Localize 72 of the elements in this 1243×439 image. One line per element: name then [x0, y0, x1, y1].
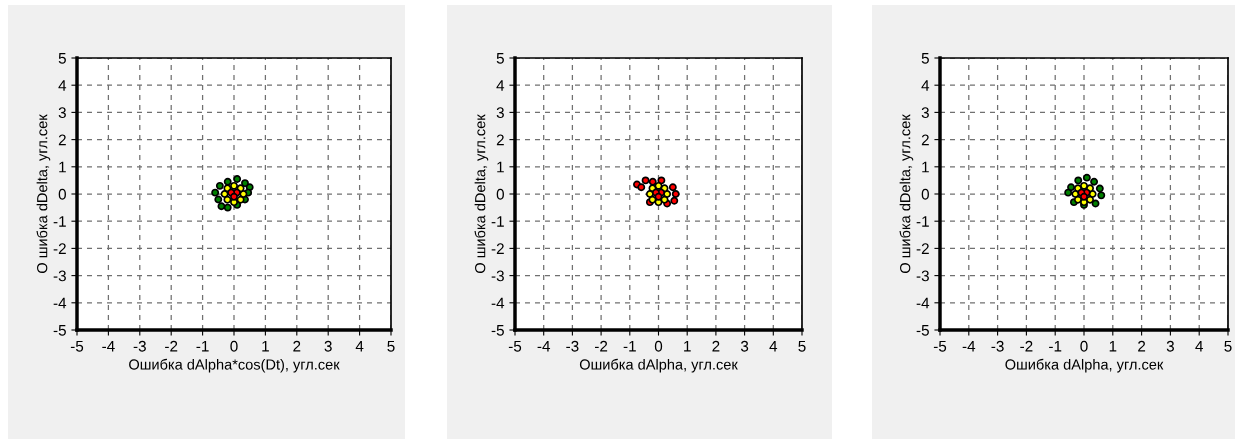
x-tick-label: 3: [740, 340, 749, 352]
y-tick-label: 4: [496, 80, 505, 91]
y-tick-label: 5: [921, 53, 929, 64]
x-tick-label: -4: [537, 340, 551, 352]
x-tick-label: -2: [594, 340, 608, 352]
y-tick-label: 2: [58, 134, 66, 146]
x-tick-label: -4: [102, 340, 115, 352]
y-tick-label: 3: [496, 107, 504, 119]
x-tick-label: -2: [165, 340, 178, 352]
x-tick-label: 0: [230, 340, 238, 352]
y-tick-label: 3: [921, 107, 929, 119]
y-axis-title: О шибка dDelta, угл.сек: [36, 114, 51, 273]
x-tick-label: -5: [508, 340, 522, 352]
x-tick-label: 2: [1138, 340, 1146, 352]
x-tick-label: 2: [293, 340, 301, 352]
y-tick-label: -3: [491, 270, 504, 282]
x-tick-label: -3: [991, 340, 1004, 352]
y-tick-label: 0: [496, 188, 504, 200]
x-tick-label: 2: [712, 340, 720, 352]
x-axis-title: Ошибка dAlpha, угл.сек: [579, 358, 738, 373]
x-tick-label: 1: [262, 340, 269, 352]
y-tick-label: 3: [58, 107, 66, 119]
x-tick-label: 1: [1109, 340, 1117, 352]
y-tick-label: 1: [922, 161, 929, 173]
x-tick-label: 5: [1224, 340, 1232, 352]
y-axis-title: О шибка dDelta, угл.сек: [899, 114, 914, 273]
x-tick-label: 5: [798, 340, 806, 352]
x-axis-title: Ошибка dAlpha*cos(Dt), угл.сек: [129, 358, 340, 373]
x-tick-label: -1: [1049, 340, 1062, 352]
x-tick-label: 0: [1080, 340, 1088, 352]
y-tick-label: 1: [497, 161, 504, 173]
y-tick-label: 0: [58, 188, 66, 200]
y-tick-label: -4: [53, 297, 67, 309]
y-tick-label: -1: [916, 216, 929, 227]
y-tick-label: 5: [58, 53, 66, 64]
x-tick-label: -5: [70, 340, 84, 352]
y-tick-label: 4: [58, 80, 67, 91]
x-tick-label: -2: [1020, 340, 1033, 352]
y-tick-label: -5: [491, 325, 504, 336]
y-tick-label: -1: [491, 216, 504, 227]
x-axis-title: Ошибка dAlpha, угл.сек: [1005, 358, 1164, 373]
y-tick-label: -3: [916, 270, 929, 282]
y-tick-label: -4: [491, 297, 505, 309]
x-tick-label: -3: [133, 340, 146, 352]
x-tick-label: -3: [566, 340, 579, 352]
y-tick-label: 0: [921, 188, 929, 200]
y-tick-label: -2: [53, 243, 66, 254]
x-tick-label: -5: [933, 340, 947, 352]
x-tick-label: 5: [387, 340, 395, 352]
y-tick-label: 2: [496, 134, 504, 146]
y-axis-title: О шибка dDelta, угл.сек: [474, 114, 489, 273]
x-tick-label: 4: [1195, 340, 1203, 352]
x-tick-label: 4: [769, 340, 778, 352]
x-tick-label: -1: [196, 340, 209, 352]
x-tick-label: 3: [1166, 340, 1174, 352]
y-tick-label: 4: [921, 80, 930, 91]
y-tick-label: -4: [916, 297, 930, 309]
y-tick-label: -3: [53, 270, 66, 282]
x-tick-label: 0: [654, 340, 663, 352]
y-tick-label: -2: [916, 243, 929, 254]
x-tick-label: -4: [962, 340, 976, 352]
y-tick-label: 2: [921, 134, 929, 146]
y-tick-label: -1: [53, 216, 66, 227]
x-tick-label: 1: [684, 340, 691, 352]
y-tick-label: -5: [916, 325, 929, 336]
y-tick-label: -2: [491, 243, 504, 254]
x-tick-label: 3: [324, 340, 332, 352]
x-tick-label: -1: [623, 340, 636, 352]
y-tick-label: -5: [53, 325, 66, 336]
x-tick-label: 4: [355, 340, 364, 352]
y-tick-label: 1: [59, 161, 66, 173]
y-tick-label: 5: [496, 53, 504, 64]
